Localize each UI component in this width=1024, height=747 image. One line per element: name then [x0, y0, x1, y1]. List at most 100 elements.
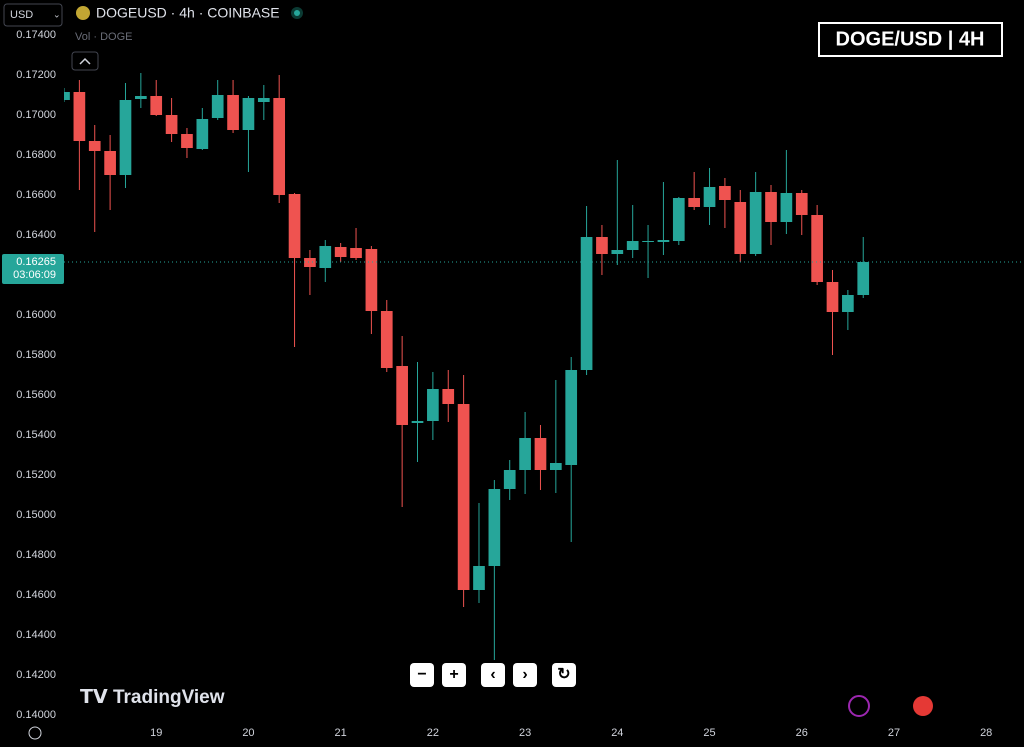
candle-body	[765, 192, 777, 222]
watermark-text: TradingView	[113, 687, 225, 708]
y-tick-label: 0.16000	[16, 309, 56, 321]
chevron: ⌄	[53, 9, 61, 19]
status-dot	[294, 10, 300, 16]
collapse-button[interactable]	[71, 51, 99, 71]
candle-body	[611, 250, 624, 254]
candle-body	[734, 202, 747, 254]
candle-body	[165, 115, 178, 134]
y-tick-label: 0.14400	[16, 629, 56, 641]
y-tick-label: 0.16400	[16, 229, 56, 241]
flag-icon[interactable]	[913, 696, 933, 716]
candle-body	[227, 95, 239, 130]
y-tick-label: 0.14600	[16, 589, 56, 601]
watermark: 𝗧𝗩 TradingView	[80, 687, 225, 708]
alert-icon[interactable]	[848, 695, 870, 717]
countdown: 03:06:09	[13, 269, 56, 281]
candle-body	[780, 193, 793, 222]
candle-body	[565, 370, 578, 465]
candle-body	[73, 92, 86, 141]
candle-body	[135, 96, 147, 99]
y-tick-label: 0.15400	[16, 429, 56, 441]
candle-body	[657, 240, 670, 242]
candle-body	[749, 192, 762, 254]
candle-body	[288, 194, 301, 258]
candle-body	[473, 566, 485, 590]
candle-body	[319, 246, 332, 268]
candle-body	[411, 421, 424, 423]
annotation: DOGE/USD | 4H	[836, 28, 985, 50]
candle-body	[488, 489, 501, 566]
collapse-icon	[79, 57, 91, 65]
candle-body	[380, 311, 393, 368]
candle-body	[196, 119, 209, 149]
candle-body	[365, 249, 378, 311]
x-tick-label: 20	[242, 727, 254, 739]
y-tick-label: 0.16600	[16, 189, 56, 201]
candle-body	[842, 295, 854, 312]
y-tick-label: 0.14200	[16, 669, 56, 681]
currency: USD	[10, 9, 33, 21]
candle-body	[181, 134, 193, 148]
axes: 0.14000 0.14200 0.14400 0.14600 0.14800 0.150…	[2, 29, 992, 739]
candle-body	[350, 248, 362, 258]
candle-body	[396, 366, 408, 425]
y-tick-label: 0.15800	[16, 349, 56, 361]
last-price-label: 0.16265	[16, 256, 56, 268]
scroll-left-button[interactable]: ‹	[481, 663, 505, 687]
x-tick-label: 19	[150, 727, 162, 739]
candle-body	[273, 98, 286, 195]
currency-select[interactable]	[3, 3, 63, 27]
candle-body	[104, 151, 116, 175]
candle-body	[257, 98, 270, 102]
candle-body	[304, 258, 316, 267]
candle-body	[549, 463, 562, 470]
candle-body	[688, 198, 701, 207]
y-tick-label: 0.14800	[16, 549, 56, 561]
candle-body	[534, 438, 547, 470]
y-tick-label: 0.17200	[16, 69, 56, 81]
reset-button[interactable]: ↻	[552, 663, 576, 687]
settings-icon[interactable]	[28, 726, 42, 740]
scroll-right-button[interactable]: ›	[513, 663, 537, 687]
x-tick-label: 25	[703, 727, 715, 739]
candle-body	[795, 193, 808, 215]
y-tick-label: 0.15000	[16, 509, 56, 521]
zoom-out-button[interactable]: −	[410, 663, 434, 687]
candle-body	[427, 389, 439, 421]
candle-body	[334, 247, 347, 257]
volume-label: Vol · DOGE	[75, 31, 132, 43]
candle-body	[642, 241, 654, 242]
candle-body	[580, 237, 593, 370]
candle-body	[596, 237, 608, 254]
candle-body	[88, 141, 101, 151]
symbol-title: DOGEUSD · 4h · COINBASE	[96, 5, 280, 21]
candle-body	[150, 96, 163, 115]
candle-body	[442, 389, 455, 404]
x-tick-label: 28	[980, 727, 992, 739]
last-price-badge	[2, 254, 64, 284]
candle-body	[857, 262, 870, 295]
y-tick-label: 0.15600	[16, 389, 56, 401]
zoom-in-button[interactable]: +	[442, 663, 466, 687]
symbol-icon	[76, 6, 90, 20]
candle-body	[672, 198, 685, 241]
y-tick-label: 0.14000	[16, 709, 56, 721]
candle-body	[811, 215, 823, 282]
candle-body	[719, 186, 731, 200]
y-tick-label: 0.17000	[16, 109, 56, 121]
y-tick-label: 0.15200	[16, 469, 56, 481]
candle-body	[503, 470, 516, 489]
x-tick-label: 23	[519, 727, 531, 739]
candle-body	[626, 241, 639, 250]
candle-body	[242, 98, 255, 130]
candle-body	[211, 95, 224, 118]
candle-body	[703, 187, 716, 207]
candle-body	[519, 438, 531, 470]
annotation-box	[818, 22, 1003, 57]
x-tick-label: 26	[796, 727, 808, 739]
candle-body	[119, 100, 132, 175]
x-tick-label: 21	[335, 727, 347, 739]
candle-body	[64, 92, 70, 100]
